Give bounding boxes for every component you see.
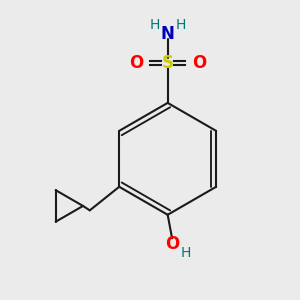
Text: H: H — [149, 18, 160, 32]
Text: N: N — [161, 25, 175, 43]
Text: O: O — [165, 235, 179, 253]
Text: H: H — [180, 246, 190, 260]
Text: O: O — [192, 54, 206, 72]
Text: H: H — [176, 18, 186, 32]
Text: S: S — [162, 54, 174, 72]
Text: O: O — [129, 54, 143, 72]
